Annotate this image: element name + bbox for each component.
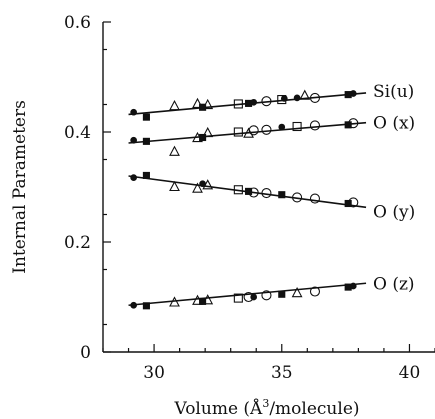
data-point-filled-square [278,290,286,298]
data-point-filled-circle [280,95,288,102]
data-point-open-square [292,121,302,132]
data-point-open-triangle [299,89,311,100]
y-tick-label: 0 [80,343,91,363]
axes: 0 0.2 0.4 0.6 30 35 40 Volume (Å3/molecule) Inte… [10,13,435,419]
data-point-open-triangle [243,127,254,138]
series-labels: Si(u) O (x) O (y) O (z) [373,82,415,294]
data-point-filled-square [142,137,150,145]
data-point-open-square [233,185,243,195]
data-point-open-circle [261,290,272,301]
data-point-filled-square [199,133,207,142]
fit-lines [128,92,367,307]
y-axis-title: Internal Parameters [10,100,30,274]
data-point-filled-square [344,121,352,129]
data-point-open-triangle [202,294,214,305]
data-point-open-triangle [291,286,303,298]
series-label-1: O (x) [373,114,415,134]
series-label-0: Si(u) [373,82,414,102]
x-axis-title: Volume (Å3/molecule) [173,397,359,419]
data-point-open-triangle [169,99,180,111]
data-point-filled-circle [250,98,258,106]
data-point-open-triangle [192,97,203,108]
data-point-open-circle [261,188,272,199]
data-point-open-triangle [192,182,203,193]
y-tick-label: 0.2 [64,233,91,253]
data-point-open-circle [348,197,359,208]
data-point-filled-square [142,113,150,121]
data-point-filled-square [142,171,150,179]
y-tick-label: 0.4 [64,123,91,143]
data-point-filled-circle [349,282,357,290]
data-point-open-circle [261,96,272,107]
fit-line-1 [128,121,367,144]
data-markers [130,89,359,310]
x-tick-label: 30 [143,363,165,383]
data-point-filled-square [199,297,207,305]
data-point-filled-circle [130,301,137,309]
y-tick-label: 0.6 [64,13,91,33]
data-point-open-triangle [169,296,180,307]
data-point-open-triangle [202,179,214,190]
data-point-open-circle [348,118,359,129]
x-axis-title-superscript: 3 [262,397,269,410]
data-point-filled-square [278,191,286,199]
data-point-open-circle [248,125,259,136]
data-point-filled-square [142,302,150,310]
data-point-filled-circle [250,293,258,301]
data-point-filled-circle [130,108,137,116]
data-point-open-triangle [169,180,180,192]
data-point-filled-square [245,187,253,195]
data-point-open-square [233,293,243,303]
data-point-open-circle [248,187,259,198]
data-point-open-square [233,127,243,137]
data-point-filled-circle [130,174,137,181]
data-point-open-triangle [202,126,214,138]
data-point-open-circle [309,120,321,131]
x-tick-label: 35 [271,363,293,383]
x-axis-title-suffix: /molecule) [269,399,359,419]
data-point-open-circle [292,192,303,203]
data-point-open-circle [309,193,321,204]
data-point-open-circle [261,124,272,135]
data-point-open-circle [309,92,321,103]
data-point-open-triangle [169,145,180,156]
x-axis-title-prefix: Volume (Å [173,398,263,419]
data-point-filled-square [344,199,352,208]
data-point-filled-circle [349,90,357,97]
data-point-filled-circle [293,94,301,102]
series-label-3: O (z) [373,274,415,294]
data-point-filled-circle [130,136,137,144]
data-point-open-circle [309,286,321,297]
x-tick-label: 40 [399,363,421,383]
data-point-filled-circle [278,123,286,131]
series-label-2: O (y) [373,202,415,222]
data-point-filled-square [199,103,207,111]
fit-line-3 [128,282,367,307]
data-point-open-square [233,99,243,109]
